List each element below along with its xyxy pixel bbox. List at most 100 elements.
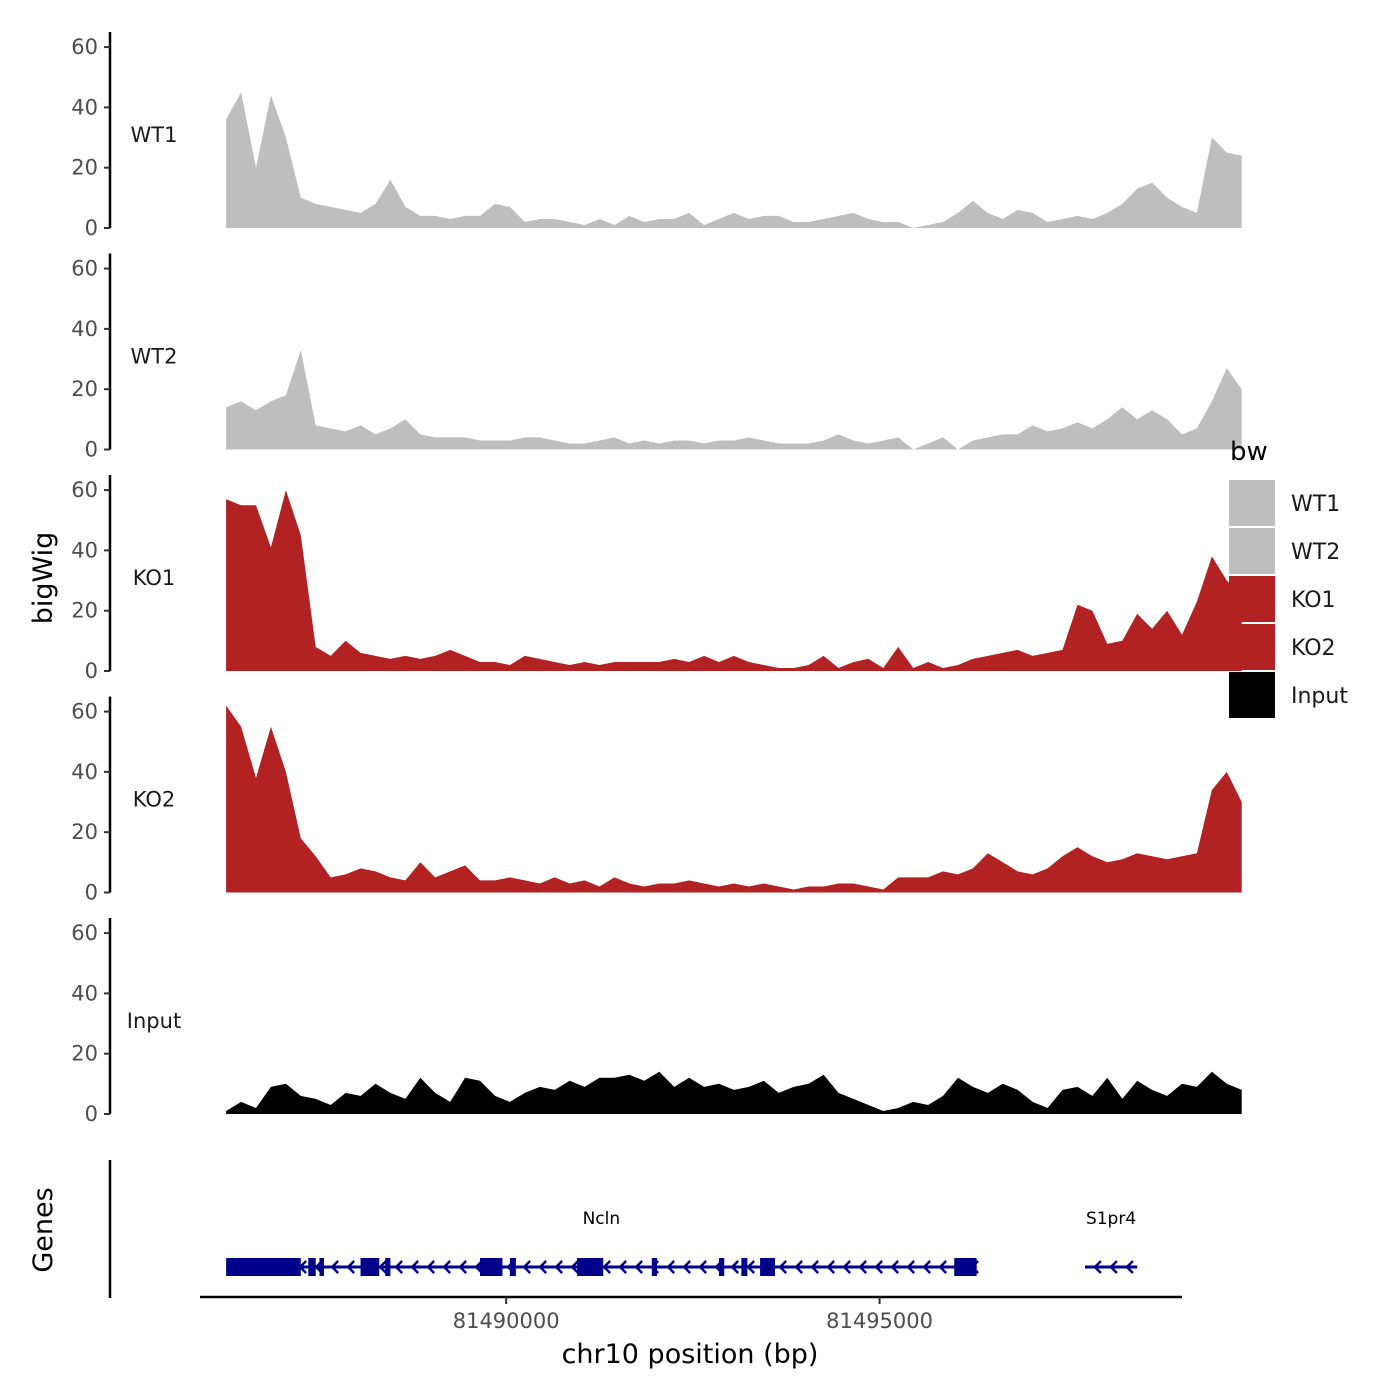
y-tick-label: 0 <box>85 216 98 240</box>
exon <box>509 1258 516 1276</box>
legend-swatch-input <box>1229 672 1275 718</box>
y-axis-title: bigWig <box>28 532 59 625</box>
y-tick-label: 20 <box>71 1042 98 1066</box>
strand-arrow <box>698 1260 708 1274</box>
coverage-area-ko2 <box>226 705 1242 893</box>
exon <box>577 1258 604 1276</box>
track-label: WT2 <box>131 345 178 369</box>
strand-arrow <box>666 1260 676 1274</box>
x-axis: 81490000 81495000 <box>200 1295 1182 1333</box>
coverage-area-ko1 <box>226 490 1242 671</box>
y-tick-label: 20 <box>71 156 98 180</box>
exon <box>651 1258 658 1276</box>
strand-arrow <box>602 1260 612 1274</box>
track-label: KO2 <box>133 788 176 812</box>
track-ko2: 0 20 40 60 KO2 <box>71 696 1242 905</box>
strand-arrow <box>442 1260 452 1274</box>
y-tick-label: 40 <box>71 317 98 341</box>
strand-arrow <box>890 1260 900 1274</box>
strand-arrow <box>922 1260 932 1274</box>
y-tick-label: 0 <box>85 659 98 683</box>
track-label: WT1 <box>131 123 178 147</box>
strand-arrow <box>810 1260 820 1274</box>
strand-arrow <box>330 1260 340 1274</box>
legend-label-wt2: WT2 <box>1291 540 1340 565</box>
strand-arrow <box>1093 1260 1102 1274</box>
strand-arrow <box>778 1260 788 1274</box>
y-tick-label: 40 <box>71 981 98 1005</box>
track-label: Input <box>127 1009 181 1033</box>
gene-name-label: S1pr4 <box>1086 1209 1136 1229</box>
x-tick-label: 81495000 <box>826 1309 933 1333</box>
exon <box>741 1258 748 1276</box>
strand-arrow <box>826 1260 836 1274</box>
y-tick-label: 0 <box>85 881 98 905</box>
gene-ncln: Ncln <box>226 1209 980 1276</box>
coverage-area-wt1 <box>226 92 1242 228</box>
strand-arrow <box>394 1260 404 1274</box>
strand-arrow <box>842 1260 852 1274</box>
y-tick-label: 60 <box>71 478 98 502</box>
strand-arrow <box>346 1260 356 1274</box>
y-tick-label: 40 <box>71 95 98 119</box>
exon <box>385 1258 391 1276</box>
track-wt1: 0 20 40 60 WT1 <box>71 32 1242 240</box>
strand-arrow <box>906 1260 916 1274</box>
strand-arrow <box>378 1260 388 1274</box>
strand-arrow <box>554 1260 564 1274</box>
y-tick-label: 60 <box>71 257 98 281</box>
coverage-tracks: 0 20 40 60 WT1 0 20 40 60 WT2 0 20 40 60 KO1 0 20 40 60 KO2… <box>71 32 1242 1126</box>
exon <box>954 1258 977 1276</box>
strand-arrow <box>426 1260 436 1274</box>
coverage-area-wt2 <box>226 350 1242 450</box>
strand-arrow <box>746 1260 756 1274</box>
gene-s1pr4: S1pr4 <box>1084 1209 1138 1274</box>
y-tick-label: 20 <box>71 599 98 623</box>
y-tick-label: 60 <box>71 700 98 724</box>
exon <box>319 1258 324 1276</box>
legend-label-input: Input <box>1291 684 1348 709</box>
legend-label-wt1: WT1 <box>1291 492 1340 517</box>
legend: bw WT1 WT2 KO1 KO2 Input <box>1229 437 1348 718</box>
strand-arrow <box>522 1260 532 1274</box>
legend-swatch-ko1 <box>1229 576 1275 622</box>
track-label: KO1 <box>133 566 176 590</box>
legend-swatch-wt1 <box>1229 480 1275 526</box>
strand-arrow <box>682 1260 692 1274</box>
exon <box>480 1258 503 1276</box>
strand-arrow <box>634 1260 644 1274</box>
legend-label-ko2: KO2 <box>1291 636 1336 661</box>
exon <box>308 1258 316 1276</box>
y-tick-label: 60 <box>71 35 98 59</box>
strand-arrow <box>858 1260 868 1274</box>
gene-annotation-track: Ncln S1pr4 <box>108 1160 1138 1298</box>
x-tick-label: 81490000 <box>453 1309 560 1333</box>
y-tick-label: 20 <box>71 377 98 401</box>
strand-arrow <box>570 1260 580 1274</box>
track-input: 0 20 40 60 Input <box>71 918 1242 1126</box>
strand-arrow <box>1109 1260 1118 1274</box>
y-tick-label: 0 <box>85 438 98 462</box>
strand-arrow <box>1125 1260 1134 1274</box>
strand-arrow <box>874 1260 884 1274</box>
exon <box>226 1258 301 1276</box>
genes-axis-title: Genes <box>28 1187 59 1272</box>
exon <box>760 1258 776 1276</box>
legend-swatch-ko2 <box>1229 624 1275 670</box>
exon <box>719 1258 725 1276</box>
track-wt2: 0 20 40 60 WT2 <box>71 253 1242 462</box>
legend-label-ko1: KO1 <box>1291 588 1336 613</box>
strand-arrow <box>938 1260 948 1274</box>
exon <box>360 1258 380 1276</box>
legend-swatch-wt2 <box>1229 528 1275 574</box>
x-axis-title: chr10 position (bp) <box>562 1339 819 1370</box>
y-tick-label: 20 <box>71 820 98 844</box>
strand-arrow <box>618 1260 628 1274</box>
track-ko1: 0 20 40 60 KO1 <box>71 475 1242 683</box>
y-tick-label: 40 <box>71 538 98 562</box>
strand-arrow <box>794 1260 804 1274</box>
y-tick-label: 40 <box>71 760 98 784</box>
strand-arrow <box>730 1260 740 1274</box>
strand-arrow <box>458 1260 468 1274</box>
